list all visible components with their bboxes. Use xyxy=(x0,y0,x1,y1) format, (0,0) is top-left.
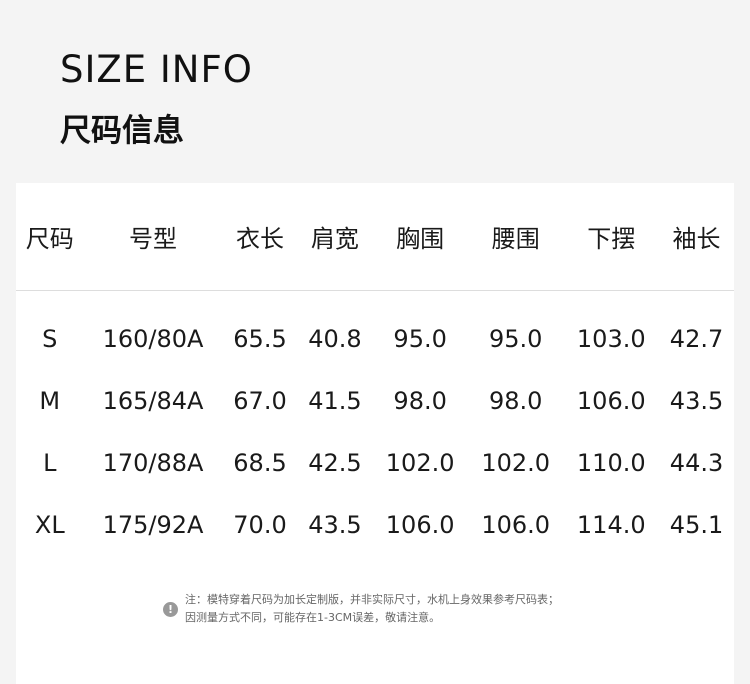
table-cell: 98.0 xyxy=(488,387,543,415)
table-cell: 106.0 xyxy=(385,511,455,539)
table-cell: 41.5 xyxy=(308,387,362,415)
table-header: 尺码 号型 衣长 肩宽 胸围 腰围 下摆 袖长 xyxy=(16,183,734,291)
column-header: 衣长 xyxy=(222,183,298,291)
size-table-card: 尺码 号型 衣长 肩宽 胸围 腰围 下摆 袖长 S 160/80A 65.5 40.8 95.0 95.… xyxy=(16,183,734,684)
table-cell: 103.0 xyxy=(576,325,646,353)
size-table: 尺码 号型 衣长 肩宽 胸围 腰围 下摆 袖长 S 160/80A 65.5 40.8 95.0 95.… xyxy=(16,183,734,556)
table-cell: 65.5 xyxy=(233,325,287,353)
column-header: 尺码 xyxy=(16,183,84,291)
column-header: 胸围 xyxy=(372,183,468,291)
note-line-2: 因测量方式不同，可能存在1-3CM误差，敬请注意。 xyxy=(185,611,441,624)
table-cell: 42.5 xyxy=(308,449,362,477)
table-row: S 160/80A 65.5 40.8 95.0 95.0 103.0 42.7 xyxy=(16,291,734,371)
table-row: XL 175/92A 70.0 43.5 106.0 106.0 114.0 45.1 xyxy=(16,494,734,556)
table-cell: 95.0 xyxy=(393,325,447,353)
table-cell: 44.3 xyxy=(669,449,724,477)
table-cell: 114.0 xyxy=(576,511,646,539)
note-line-1: 注：模特穿着尺码为加长定制版，并非实际尺寸，水机上身效果参考尺码表； xyxy=(185,593,559,606)
table-cell: 170/88A xyxy=(102,449,204,477)
table-cell: 102.0 xyxy=(481,449,551,477)
table-cell: 42.7 xyxy=(669,325,724,353)
table-cell: 67.0 xyxy=(233,387,287,415)
table-row: M 165/84A 67.0 41.5 98.0 98.0 106.0 43.5 xyxy=(16,370,734,432)
exclamation-icon: ! xyxy=(163,601,178,617)
table-cell: 45.1 xyxy=(669,511,724,539)
title-cn: 尺码信息 xyxy=(60,113,184,149)
column-header: 号型 xyxy=(83,183,223,291)
table-cell: XL xyxy=(34,511,65,539)
table-cell: L xyxy=(43,449,57,477)
title-en: SIZE INFO xyxy=(60,48,253,91)
table-cell: 165/84A xyxy=(102,387,204,415)
table-cell: 98.0 xyxy=(393,387,447,415)
table-cell: 43.5 xyxy=(308,511,362,539)
column-header: 袖长 xyxy=(659,183,734,291)
table-cell: M xyxy=(39,387,61,415)
table-cell: 95.0 xyxy=(488,325,543,353)
table-cell: 110.0 xyxy=(576,449,646,477)
table-row: L 170/88A 68.5 42.5 102.0 102.0 110.0 44.3 xyxy=(16,432,734,494)
table-cell: 175/92A xyxy=(102,511,204,539)
column-header: 腰围 xyxy=(467,183,564,291)
table-cell: 40.8 xyxy=(308,325,362,353)
size-note: ! 注：模特穿着尺码为加长定制版，并非实际尺寸，水机上身效果参考尺码表； 因测量… xyxy=(163,591,559,627)
column-header: 下摆 xyxy=(563,183,660,291)
table-cell: 43.5 xyxy=(669,387,724,415)
column-header: 肩宽 xyxy=(297,183,373,291)
table-cell: S xyxy=(42,325,58,353)
table-cell: 106.0 xyxy=(576,387,646,415)
table-cell: 160/80A xyxy=(102,325,204,353)
table-cell: 106.0 xyxy=(481,511,551,539)
table-cell: 102.0 xyxy=(385,449,455,477)
table-cell: 68.5 xyxy=(233,449,287,477)
table-cell: 70.0 xyxy=(233,511,287,539)
